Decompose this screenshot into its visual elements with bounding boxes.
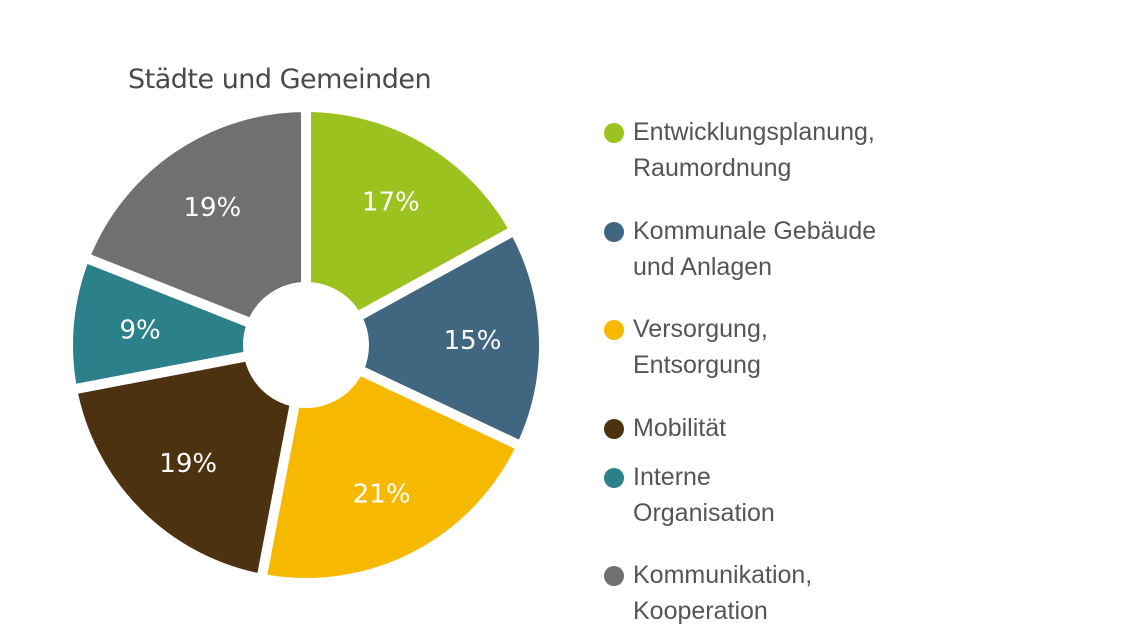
legend-dot-icon: [604, 419, 624, 439]
slice-label: 9%: [120, 315, 161, 345]
legend-label: Interne Organisation: [633, 459, 775, 531]
legend-label: Mobilität: [633, 410, 726, 446]
legend-label: Kommunikation, Kooperation: [633, 557, 812, 629]
legend-item: Mobilität: [604, 414, 726, 446]
legend-label-line: Entsorgung: [633, 351, 761, 379]
slice-label: 17%: [362, 188, 420, 218]
legend-item: Versorgung, Entsorgung: [604, 315, 768, 383]
legend-item: Kommunikation, Kooperation: [604, 561, 812, 629]
legend-label-line: Interne: [633, 463, 711, 491]
legend-label: Entwicklungsplanung, Raumordnung: [633, 114, 875, 186]
legend-label-line: Versorgung,: [633, 315, 768, 343]
legend-label-line: Raumordnung: [633, 154, 792, 182]
legend-dot-icon: [604, 566, 624, 586]
legend-dot-icon: [604, 468, 624, 488]
legend-label-line: Kooperation: [633, 597, 768, 625]
legend-item: Kommunale Gebäude und Anlagen: [604, 217, 876, 285]
legend-label-line: Mobilität: [633, 414, 727, 442]
legend-dot-icon: [604, 222, 624, 242]
legend-label-line: Kommunale Gebäude: [633, 217, 877, 245]
donut-hole: [248, 287, 364, 403]
pie-slice: [301, 101, 522, 324]
legend-item: Entwicklungsplanung, Raumordnung: [604, 118, 875, 186]
pie-chart: 17% 15% 21% 19% 9% 19%: [68, 101, 544, 583]
slice-label: 19%: [183, 193, 241, 223]
slice-label: 21%: [353, 479, 411, 509]
legend-label-line: Entwicklungsplanung,: [633, 118, 875, 146]
legend-item: Interne Organisation: [604, 463, 775, 531]
slice-label: 19%: [159, 449, 217, 479]
legend-label-line: Kommunikation,: [633, 561, 813, 589]
chart-title: Städte und Gemeinden: [128, 64, 432, 95]
legend-label: Versorgung, Entsorgung: [633, 311, 768, 383]
legend-dot-icon: [604, 123, 624, 143]
legend-label: Kommunale Gebäude und Anlagen: [633, 213, 876, 285]
legend-label-line: und Anlagen: [633, 253, 773, 281]
slice-label: 15%: [444, 326, 502, 356]
legend-dot-icon: [604, 320, 624, 340]
legend-label-line: Organisation: [633, 499, 775, 527]
